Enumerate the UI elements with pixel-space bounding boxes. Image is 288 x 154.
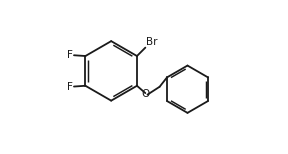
Text: O: O bbox=[141, 89, 150, 99]
Text: Br: Br bbox=[146, 37, 158, 47]
Text: F: F bbox=[67, 50, 73, 60]
Text: F: F bbox=[67, 81, 73, 91]
